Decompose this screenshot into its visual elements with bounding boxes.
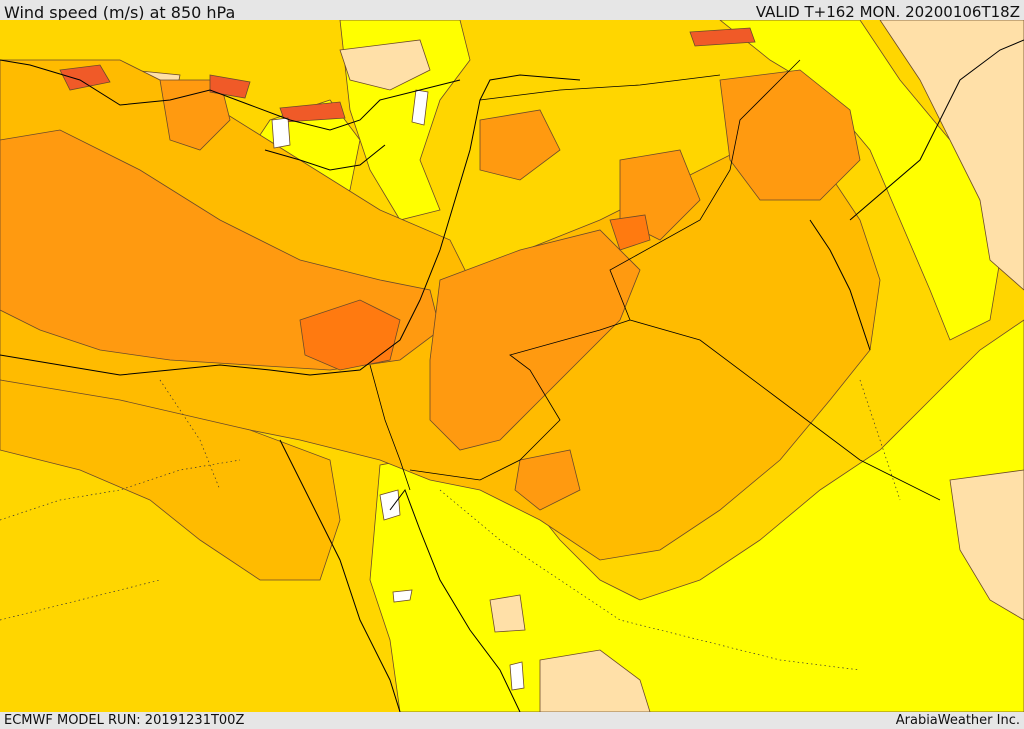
header-bar: Wind speed (m/s) at 850 hPa VALID T+162 …: [0, 0, 1024, 22]
map-title: Wind speed (m/s) at 850 hPa: [4, 3, 236, 22]
admin-boundaries: [0, 379, 901, 671]
valid-time: VALID T+162 MON. 20200106T18Z: [755, 3, 1020, 21]
coastlines: [0, 39, 1024, 712]
country-borders: [369, 59, 941, 501]
map-canvas: [0, 20, 1024, 712]
footer-bar: ECMWF MODEL RUN: 20191231T00Z ArabiaWeat…: [0, 712, 1024, 729]
field-red-orange-streaks: [59, 27, 756, 123]
field-calm-patches: [271, 89, 525, 691]
wind-speed-map[interactable]: [0, 20, 1024, 712]
model-run: ECMWF MODEL RUN: 20191231T00Z: [4, 713, 245, 728]
field-dark-orange-regions: [299, 214, 651, 371]
credit: ArabiaWeather Inc.: [895, 713, 1020, 728]
